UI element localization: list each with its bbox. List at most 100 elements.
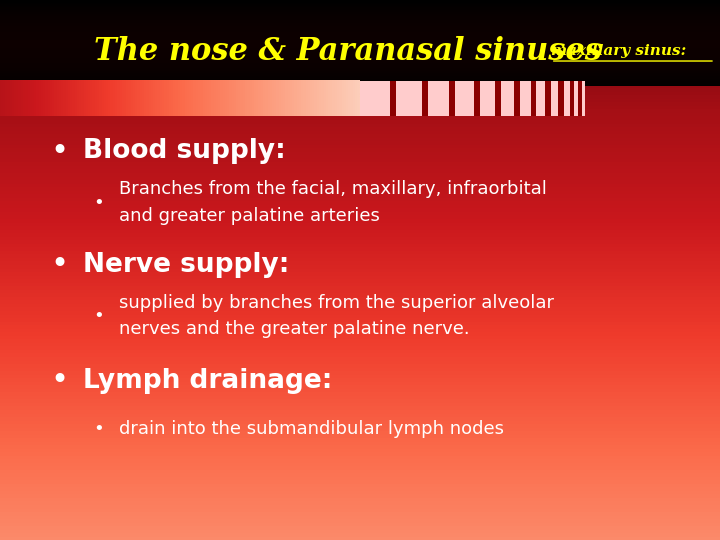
Bar <box>0 28 720 29</box>
Bar <box>0 16 720 17</box>
Bar <box>0 39 720 40</box>
Bar <box>0 24 720 26</box>
Bar <box>0 6 720 7</box>
Bar <box>0 9 720 10</box>
Bar <box>0 75 720 76</box>
Bar <box>0 58 720 59</box>
Bar <box>0 37 720 39</box>
Bar <box>0 55 720 56</box>
Bar <box>0 35 720 36</box>
Bar <box>455 81 474 116</box>
Bar <box>0 71 720 72</box>
Bar <box>0 60 720 62</box>
Bar <box>0 20 720 22</box>
Bar <box>0 48 720 49</box>
Bar <box>0 63 720 65</box>
Bar <box>390 81 396 116</box>
Bar <box>520 81 531 116</box>
Bar <box>0 68 720 69</box>
Text: drain into the submandibular lymph nodes: drain into the submandibular lymph nodes <box>119 420 504 438</box>
Bar <box>474 81 480 116</box>
Bar <box>0 53 720 55</box>
Bar <box>0 33 720 35</box>
Bar <box>0 66 720 68</box>
Bar <box>0 10 720 11</box>
Bar <box>0 23 720 24</box>
Text: •: • <box>50 250 68 279</box>
Bar <box>0 32 720 33</box>
Bar <box>0 13 720 15</box>
Bar <box>0 32 720 33</box>
Bar <box>0 16 720 17</box>
Bar <box>0 76 720 78</box>
Bar <box>0 52 720 53</box>
Text: maxillary sinus:: maxillary sinus: <box>551 44 686 58</box>
Bar <box>0 30 720 32</box>
Bar <box>0 73 720 75</box>
Bar <box>0 3 720 4</box>
Bar <box>0 36 720 37</box>
Bar <box>0 69 720 71</box>
Bar <box>0 11 720 13</box>
Bar <box>0 19 720 20</box>
Bar <box>0 84 720 85</box>
Bar <box>0 23 720 24</box>
Bar <box>0 6 720 7</box>
Bar <box>396 81 422 116</box>
Bar <box>0 56 720 58</box>
Text: supplied by branches from the superior alveolar
nerves and the greater palatine : supplied by branches from the superior a… <box>119 294 554 338</box>
Bar <box>0 72 720 73</box>
Bar <box>0 53 720 55</box>
Bar <box>0 82 720 84</box>
Bar <box>0 79 720 80</box>
Bar <box>531 81 536 116</box>
Bar <box>0 50 720 52</box>
Bar <box>0 29 720 30</box>
Bar <box>0 84 720 85</box>
Bar <box>0 42 720 43</box>
Bar <box>0 71 720 72</box>
Bar <box>0 45 720 46</box>
Bar <box>0 33 720 35</box>
Bar <box>0 26 720 28</box>
Text: Branches from the facial, maxillary, infraorbital
and greater palatine arteries: Branches from the facial, maxillary, inf… <box>119 180 546 225</box>
Bar <box>574 81 578 116</box>
Text: •: • <box>94 193 104 212</box>
Bar <box>0 36 720 37</box>
Text: •: • <box>94 307 104 325</box>
Bar <box>428 81 449 116</box>
Bar <box>0 9 720 10</box>
Bar <box>0 48 720 49</box>
Bar <box>558 81 564 116</box>
Bar <box>0 24 720 26</box>
Bar <box>0 82 720 84</box>
Bar <box>0 80 720 82</box>
Bar <box>449 81 455 116</box>
Bar <box>0 80 720 82</box>
Bar <box>0 29 720 30</box>
Text: The nose & Paranasal sinuses: The nose & Paranasal sinuses <box>94 36 601 67</box>
Text: Lymph drainage:: Lymph drainage: <box>83 368 332 394</box>
Bar <box>0 63 720 65</box>
Bar <box>551 81 558 116</box>
Bar <box>0 49 720 50</box>
Text: Nerve supply:: Nerve supply: <box>83 252 289 278</box>
Bar <box>0 56 720 58</box>
Bar <box>0 62 720 63</box>
Bar <box>0 7 720 9</box>
Bar <box>0 59 720 60</box>
Bar <box>0 3 720 4</box>
Bar <box>360 81 390 116</box>
Text: •: • <box>50 137 68 166</box>
Bar <box>501 81 514 116</box>
Bar <box>582 81 585 116</box>
Bar <box>0 19 720 20</box>
Bar <box>0 49 720 50</box>
Bar <box>0 75 720 76</box>
Bar <box>0 4 720 6</box>
Text: •: • <box>50 366 68 395</box>
Bar <box>0 69 720 71</box>
Bar <box>0 43 720 45</box>
Bar <box>0 22 720 23</box>
Bar <box>514 81 520 116</box>
